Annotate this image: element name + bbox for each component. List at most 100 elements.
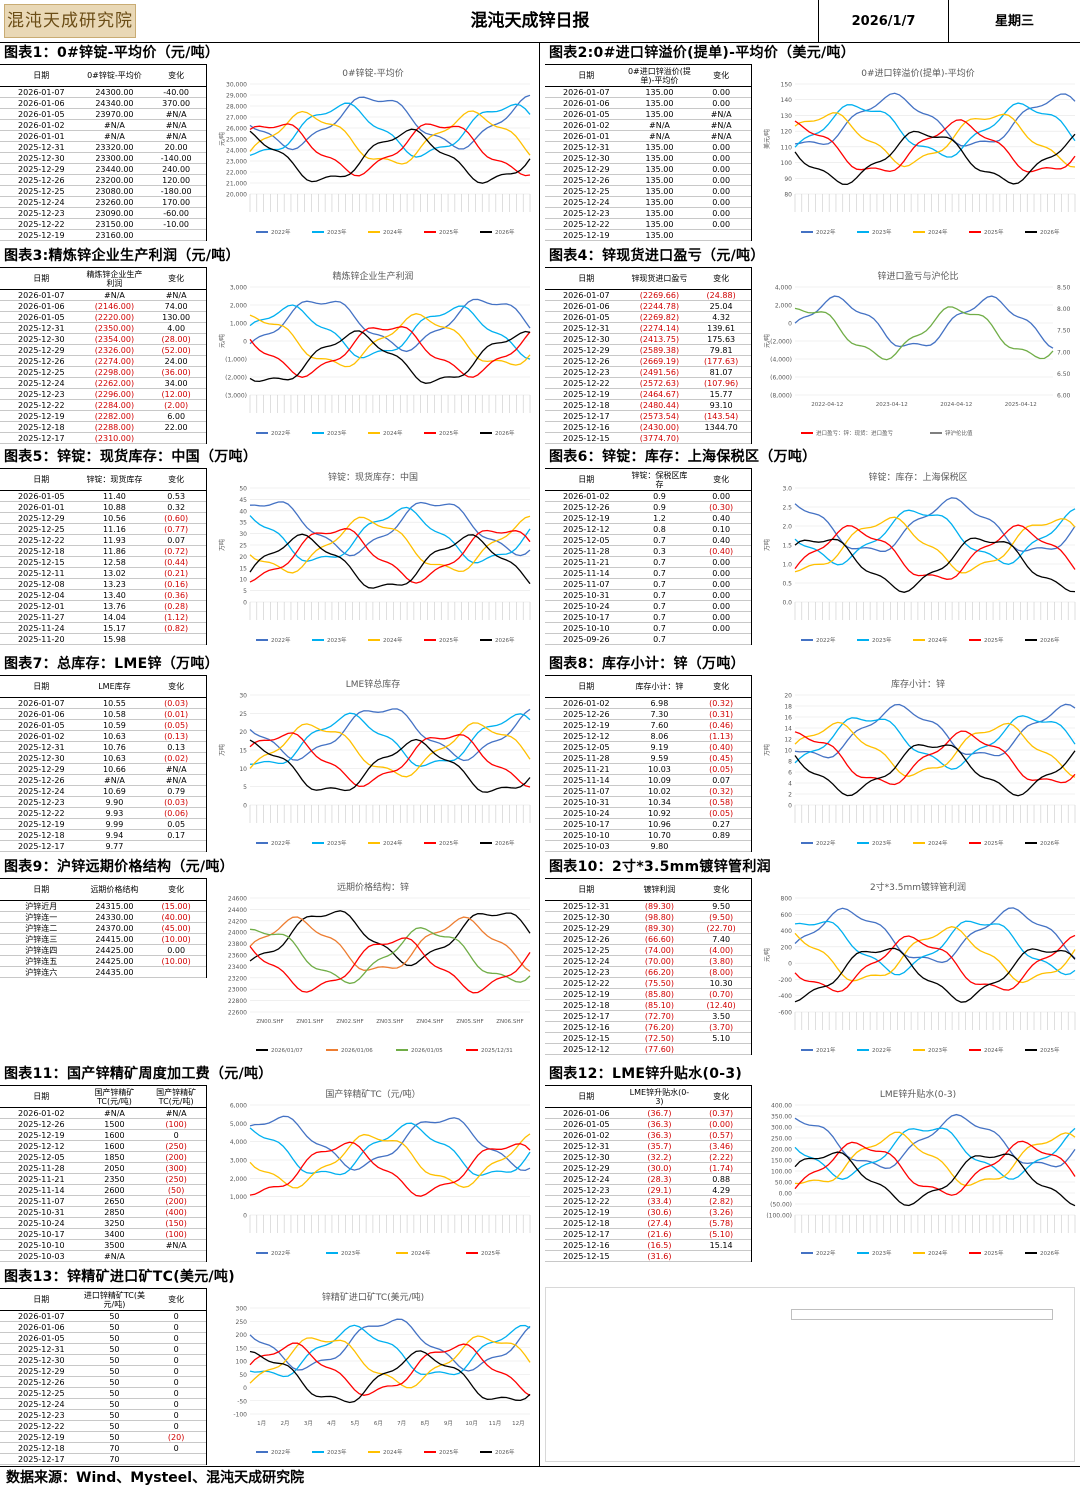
column-header: 锌锭：保税区库存 (631, 470, 688, 489)
table-cell: (28.00) (161, 335, 191, 344)
table-cell: 4.29 (712, 1186, 731, 1195)
series-line (249, 102, 531, 158)
table-cell: (177.63) (704, 357, 739, 366)
table-cell: (0.02) (164, 754, 189, 763)
series-line (794, 730, 1076, 786)
table-cell: 2025-12-29 (18, 1367, 65, 1376)
x-tick-label: ZN04.SHF (416, 1019, 443, 1025)
x-tick-label: 4月 (327, 1420, 336, 1427)
section-title: 图表12：LME锌升贴水(0-3) (549, 1066, 743, 1082)
y-tick-label: 250 (236, 1319, 248, 1326)
table-cell: 0.27 (712, 820, 731, 829)
data-table: 日期 精炼锌企业生产利润 变化 2026-01-07 #N/A #N/A 2026-01-0… (0, 267, 207, 444)
y-tick-label: 0 (243, 1385, 247, 1392)
table-row: 2026-01-07 #N/A #N/A (0, 290, 206, 301)
table-cell: (2146.00) (94, 302, 135, 311)
table-cell: 2025-12-30 (563, 1153, 610, 1162)
table-cell: 2025-12-22 (563, 979, 610, 988)
column-header: 变化 (713, 682, 730, 691)
table-cell: (0.58) (709, 798, 734, 807)
section-title: 图表8：库存小计：锌（万吨） (549, 656, 745, 672)
table-cell: 74.00 (164, 302, 188, 311)
table-cell: (100) (165, 1120, 187, 1129)
legend-label: 2022年 (271, 1448, 291, 1456)
table-cell: (72.70) (644, 1012, 675, 1021)
legend-label: 2026年 (495, 429, 515, 437)
series-line (794, 1127, 1076, 1180)
legend-label: 2026年 (1040, 228, 1060, 236)
chart-svg: 远期价格结构：锌 24600 24400 24200 24000 23800 23600 23… (228, 881, 531, 1054)
table-cell: 23080.00 (95, 187, 134, 196)
table-row: 2026-01-07 (2269.66) (24.88) (545, 290, 751, 301)
y-tick-label: 30 (239, 531, 247, 538)
table-cell: 10.63 (102, 732, 126, 741)
table-row: 2025-12-23 (2491.56) 81.07 (545, 367, 751, 378)
table-cell: 120.00 (162, 176, 191, 185)
table-row: 2025-12-23 (29.1) 4.29 (545, 1185, 751, 1196)
table-cell: 2025-12-18 (563, 401, 610, 410)
y-tick-label: 0 (243, 1213, 247, 1220)
table-row: 2025-12-05 0.7 0.40 (545, 535, 751, 546)
legend-label: 2025年 (984, 636, 1004, 644)
table-cell: 2025-12-18 (18, 547, 65, 556)
column-header: LME库存 (98, 682, 131, 691)
table-cell: 0.00 (712, 613, 731, 622)
table-cell: (16.5) (647, 1241, 672, 1250)
legend-label: 2022年 (816, 228, 836, 236)
table-cell: (1.74) (709, 1164, 734, 1173)
table-cell: 1500 (104, 1120, 125, 1129)
y-tick-label: 300 (236, 1306, 248, 1313)
table-cell: #N/A (165, 110, 187, 119)
table-cell: 2025-12-23 (18, 798, 65, 807)
table-row: 2025-12-22 135.00 0.00 (545, 219, 751, 230)
table-cell: 2025-12-12 (563, 732, 610, 741)
table-cell (691, 1044, 751, 1054)
y-tick-label: 22,000 (226, 170, 247, 177)
series-line (249, 722, 531, 778)
column-header: 变化 (168, 71, 185, 80)
table-row: 2026-01-02 10.63 (0.13) (0, 731, 206, 742)
table-row: 2026-01-01 #N/A #N/A (0, 131, 206, 142)
table-row: 2025-12-15 12.58 (0.44) (0, 557, 206, 568)
table-cell: 2025-11-14 (563, 776, 610, 785)
legend-label: 2023年 (872, 228, 892, 236)
table-cell: 2025-12-17 (18, 842, 65, 851)
chart-title: 锌锭：库存：上海保税区 (868, 471, 967, 483)
table-cell: 135.00 (645, 198, 674, 207)
table-row: 2025-12-26 7.30 (0.31) (545, 709, 751, 720)
table-row: 2025-12-29 135.00 0.00 (545, 164, 751, 175)
table-cell: 2025-11-27 (18, 613, 65, 622)
table-cell: 0.00 (712, 492, 731, 501)
table-cell: 2025-11-07 (563, 787, 610, 796)
table-cell: 13.02 (102, 569, 126, 578)
column-header: 变化 (713, 475, 730, 484)
y-axis-label: 万吨 (218, 744, 226, 756)
table-row: 2025-12-17 (72.70) 3.50 (545, 1011, 751, 1022)
table-row: 2025-12-26 1500 (100) (0, 1119, 206, 1130)
legend-label: 2023年 (327, 636, 347, 644)
table-cell: 2025-12-05 (563, 536, 610, 545)
table-cell: 0.00 (712, 154, 731, 163)
table-cell: (0.57) (709, 1131, 734, 1140)
series-line (794, 497, 1076, 552)
table-cell (146, 841, 206, 851)
table-cell: (2288.00) (94, 423, 135, 432)
table-cell: (0.03) (164, 798, 189, 807)
table-row: 2025-10-24 3250 (150) (0, 1218, 206, 1229)
table-cell: (0.45) (709, 754, 734, 763)
table-cell: #N/A (649, 132, 670, 141)
table-cell: (89.30) (644, 924, 675, 933)
y-tick-label: (2,000) (770, 339, 792, 346)
y-tick-label: -50 (237, 1398, 247, 1405)
y-tick-label: 10 (784, 748, 792, 755)
table-row: 2025-12-26 #N/A #N/A (0, 775, 206, 786)
table-row: 2025-12-23 9.90 (0.03) (0, 797, 206, 808)
table-cell: 15.98 (102, 635, 126, 644)
table-row: 2025-12-19 (30.6) (3.26) (545, 1207, 751, 1218)
table-row: 2025-12-30 10.63 (0.02) (0, 753, 206, 764)
table-cell: 3500 (104, 1241, 125, 1250)
table-row: 2025-12-31 (2274.14) 139.61 (545, 323, 751, 334)
table-row: 沪锌连五 24425.00 (10.00) (0, 956, 206, 967)
legend-label: 2026年 (1040, 1249, 1060, 1257)
